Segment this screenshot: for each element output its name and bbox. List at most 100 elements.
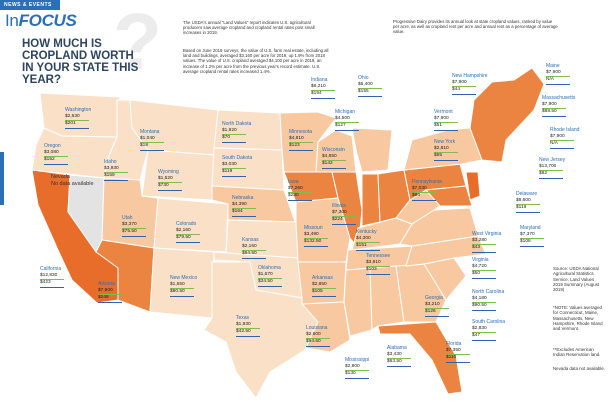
state-label-montana: Montana $1,040 $18 [140, 129, 164, 151]
state-name: North Carolina [472, 289, 505, 295]
state-rent: $155 [358, 89, 369, 95]
state-value: $1,670 [258, 271, 273, 277]
value-bar [322, 159, 346, 161]
value-bar [306, 337, 330, 339]
state-name: Arkansas [312, 275, 333, 281]
value-bar [65, 119, 89, 121]
rent-bar [516, 211, 540, 213]
rent-bar [98, 301, 122, 303]
state-label-rhode-island: Rhode Island $7,900 N/A [550, 127, 579, 149]
state-value: $8,600 [516, 197, 531, 203]
value-bar [358, 87, 382, 89]
rent-bar [222, 175, 246, 177]
state-name: Missouri [304, 225, 323, 231]
state-label-oregon: Oregon $3,080 $152 [44, 143, 68, 165]
state-rent: $423 [40, 280, 51, 286]
state-rent: $224 [332, 217, 343, 223]
rent-bar [176, 241, 200, 243]
state-name: Michigan [335, 109, 356, 115]
state-name: Kansas [242, 237, 259, 243]
state-value: $7,260 [288, 185, 303, 191]
rent-bar [122, 235, 146, 237]
state-label-alabama: Alabama $3,430 $63.50 [387, 345, 411, 367]
state-rent: $730 [158, 183, 169, 189]
rent-bar [104, 179, 128, 181]
state-value: $7,900 [550, 133, 565, 139]
state-label-new-hampshire: New Hampshire $7,900 $44 [452, 73, 488, 95]
rent-bar [332, 223, 356, 225]
state-value: $7,350 [446, 347, 461, 353]
nevada-name: Nevada [51, 174, 70, 180]
state-label-georgia: Georgia $3,210 $126 [425, 295, 449, 317]
value-bar [366, 265, 390, 267]
state-label-new-mexico: New Mexico $1,550 $80.50 [170, 275, 197, 297]
state-rent: $130 [345, 371, 356, 377]
state-rent: $123 [289, 143, 300, 149]
state-label-new-york: New York $2,810 $65 [434, 139, 458, 161]
side-tab [0, 152, 4, 205]
state-rent: $119 [516, 205, 527, 211]
state-label-florida: Florida $7,350 $110 [446, 341, 470, 363]
source-note: Source: USDA National Agricultural Stati… [553, 266, 600, 293]
rent-bar [242, 257, 266, 259]
state-value: $4,180 [472, 295, 487, 301]
state-label-iowa: Iowa $7,260 $230 [288, 179, 312, 201]
state-value: $7,030 [412, 185, 427, 191]
state-name: Wyoming [158, 169, 179, 175]
rent-bar [222, 141, 246, 143]
state-rent: $152 [44, 157, 55, 163]
state-label-maryland: Maryland $7,370 $108 [520, 225, 544, 247]
state-rent: N/A [546, 77, 554, 83]
value-bar [546, 75, 570, 77]
state-value: $1,550 [170, 281, 185, 287]
state-name: Kentucky [356, 229, 377, 235]
state-name: Tennessee [366, 253, 391, 259]
state-name: Ohio [358, 75, 369, 81]
state-rent: $64.50 [242, 251, 257, 257]
value-bar [539, 169, 563, 171]
state-value: $7,370 [520, 231, 535, 237]
state-label-louisiana: Louisiana $2,600 $94.50 [306, 325, 330, 347]
state-value: $2,630 [65, 113, 80, 119]
state-rent: $108 [520, 239, 531, 245]
rent-bar [311, 97, 335, 99]
rent-bar [412, 199, 436, 201]
state-label-vermont: Vermont $7,900 $51 [434, 109, 458, 131]
state-name: Iowa [288, 179, 299, 185]
rent-bar [425, 315, 449, 317]
state-label-west-virginia: West Virginia $3,280 $43 [472, 231, 501, 253]
state-rent: $42.50 [236, 329, 251, 335]
state-rent: $82 [539, 171, 548, 177]
value-bar [304, 237, 328, 239]
value-bar [472, 269, 496, 271]
value-bar [104, 171, 128, 173]
state-name: North Dakota [222, 121, 252, 127]
state-name: South Dakota [222, 155, 253, 161]
state-michigan [351, 127, 393, 173]
state-rent: $94 [412, 193, 421, 199]
state-value: $3,030 [222, 161, 237, 167]
state-name: Oregon [44, 143, 61, 149]
footnote-3: Nevada data not available. [553, 366, 605, 371]
state-value: $6,400 [358, 81, 373, 87]
state-label-nebraska: Nebraska $4,390 $164 [232, 195, 256, 217]
value-bar [472, 243, 496, 245]
state-rent: $164 [232, 209, 243, 215]
state-label-pennsylvania: Pennsylvania $7,030 $94 [412, 179, 442, 201]
state-value: $4,850 [322, 153, 337, 159]
value-bar [332, 215, 356, 217]
state-name: Georgia [425, 295, 443, 301]
state-rent: $50 [472, 271, 481, 277]
value-bar [520, 237, 544, 239]
state-label-california: California $12,830 $423 [40, 266, 64, 288]
state-name: Arizona [98, 281, 115, 287]
state-label-north-carolina: North Carolina $4,180 $90.50 [472, 289, 505, 311]
state-name: Texas [236, 315, 250, 321]
state-rent: $80.50 [170, 289, 185, 295]
state-label-colorado: Colorado $2,160 $79.50 [176, 221, 200, 243]
value-bar [516, 203, 540, 205]
state-value: $3,280 [472, 237, 487, 243]
state-value: $1,520 [158, 175, 173, 181]
rent-bar [358, 95, 382, 97]
state-value: $2,800 [345, 363, 360, 369]
